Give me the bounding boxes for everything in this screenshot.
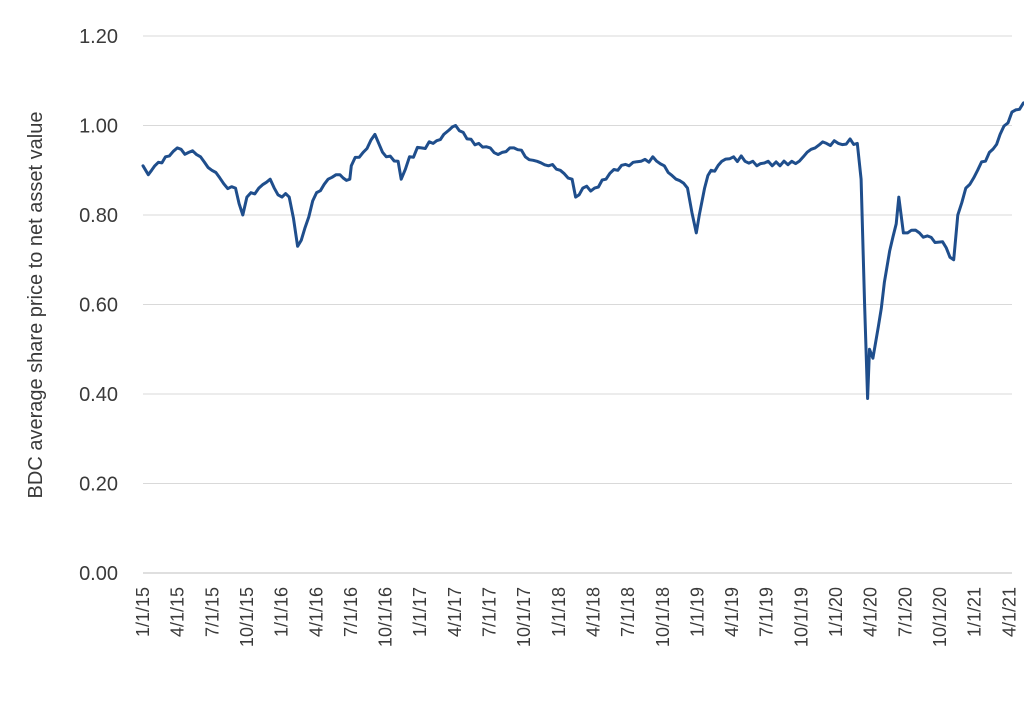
y-axis-ticks: 0.00 0.20 0.40 0.60 0.80 1.00 1.20	[79, 26, 118, 585]
y-tick-label: 0.80	[79, 205, 118, 227]
y-tick-label: 1.20	[79, 26, 118, 48]
y-tick-label: 0.20	[79, 474, 118, 496]
x-tick-label: 4/1/21	[999, 587, 1019, 637]
y-tick-label: 0.60	[79, 295, 118, 317]
x-tick-label: 1/1/19	[687, 587, 707, 637]
x-tick-label: 1/1/15	[133, 587, 153, 637]
x-tick-label: 7/1/18	[618, 587, 638, 637]
x-tick-label: 1/1/21	[965, 587, 985, 637]
x-tick-label: 10/1/15	[237, 587, 257, 647]
y-tick-label: 1.00	[79, 116, 118, 138]
x-tick-label: 10/1/16	[376, 587, 396, 647]
x-tick-label: 10/1/18	[653, 587, 673, 647]
x-tick-label: 4/1/16	[306, 587, 326, 637]
x-axis-ticks: 1/1/15 4/1/15 7/1/15 10/1/15 1/1/16 4/1/16 7/1…	[133, 587, 1019, 647]
x-tick-label: 10/1/17	[514, 587, 534, 647]
x-tick-label: 10/1/20	[930, 587, 950, 647]
x-tick-label: 1/1/20	[826, 587, 846, 637]
y-axis-label: BDC average share price to net asset val…	[25, 112, 47, 499]
x-tick-label: 1/1/16	[272, 587, 292, 637]
x-tick-label: 7/1/20	[895, 587, 915, 637]
series-line	[141, 101, 1024, 400]
x-tick-label: 7/1/17	[480, 587, 500, 637]
gridlines	[143, 35, 1012, 484]
y-tick-label: 0.40	[79, 384, 118, 406]
x-tick-label: 7/1/19	[757, 587, 777, 637]
x-tick-label: 4/1/19	[722, 587, 742, 637]
x-tick-label: 7/1/16	[341, 587, 361, 637]
x-tick-label: 1/1/17	[410, 587, 430, 637]
x-tick-label: 4/1/20	[861, 587, 881, 637]
x-tick-label: 4/1/18	[583, 587, 603, 637]
x-tick-label: 4/1/15	[168, 587, 188, 637]
x-tick-label: 7/1/15	[202, 587, 222, 637]
x-tick-label: 4/1/17	[445, 587, 465, 637]
y-tick-label: 0.00	[79, 563, 118, 585]
x-tick-label: 10/1/19	[791, 587, 811, 647]
x-tick-label: 1/1/18	[549, 587, 569, 637]
